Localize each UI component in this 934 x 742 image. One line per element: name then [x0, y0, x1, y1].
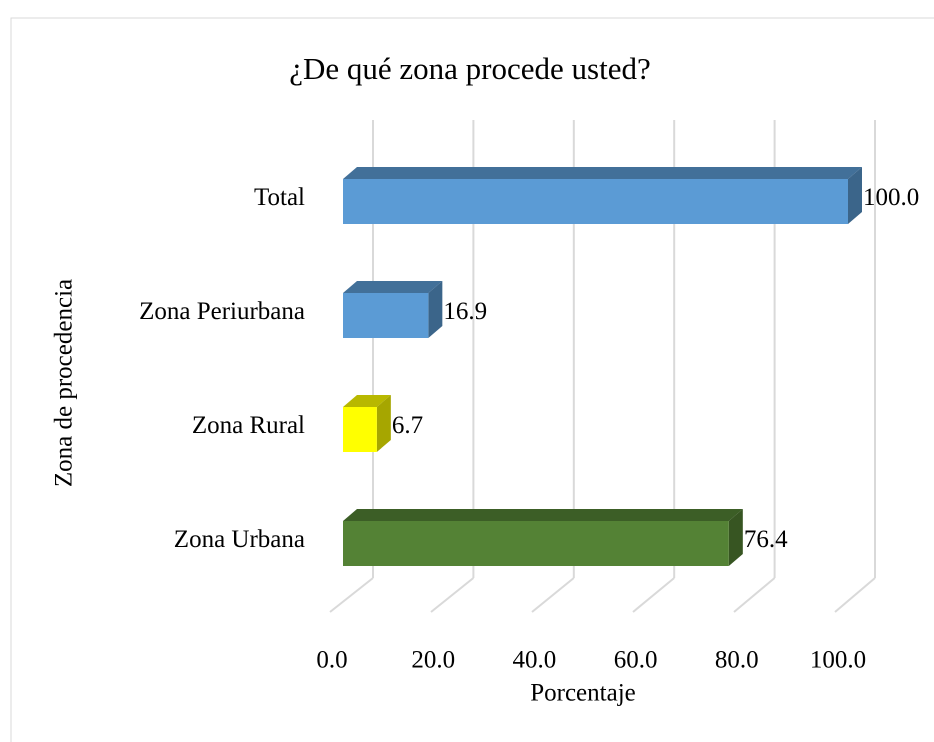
y-tick-label: Zona Periurbana — [139, 298, 305, 325]
floor-line — [430, 577, 475, 613]
floor-line — [632, 577, 675, 613]
bar-front — [343, 407, 377, 452]
x-axis-title: Porcentaje — [530, 680, 636, 707]
floor-line — [531, 577, 575, 613]
y-tick-label: Zona Urbana — [174, 526, 305, 553]
bar-top — [343, 395, 391, 407]
bar — [343, 281, 443, 338]
x-tick-label: 0.0 — [316, 647, 347, 674]
bar — [343, 509, 743, 566]
bar-side — [428, 281, 443, 338]
x-tick-label: 40.0 — [513, 647, 557, 674]
bar-front — [343, 179, 848, 224]
value-label: 76.4 — [744, 526, 788, 553]
bar — [343, 167, 862, 224]
floor-line — [834, 577, 876, 613]
bar-side — [728, 509, 743, 566]
bar-front — [343, 521, 729, 566]
floor-line — [733, 577, 776, 613]
y-tick-label: Zona Rural — [192, 412, 305, 439]
x-tick-label: 20.0 — [411, 647, 455, 674]
bar — [343, 395, 391, 452]
y-tick-label: Total — [254, 184, 305, 211]
bar-top — [343, 167, 862, 179]
bar-side — [376, 395, 391, 452]
value-label: 100.0 — [863, 184, 919, 211]
bar-side — [848, 167, 862, 224]
floor-line — [329, 577, 374, 613]
value-label: 6.7 — [392, 412, 423, 439]
bar-front — [343, 293, 429, 338]
y-axis-title: Zona de procedencia — [51, 279, 78, 487]
value-label: 16.9 — [443, 298, 487, 325]
x-tick-label: 80.0 — [715, 647, 759, 674]
x-tick-label: 60.0 — [614, 647, 658, 674]
bar-top — [343, 281, 443, 293]
bar-top — [343, 509, 743, 521]
chart-title: ¿De qué zona procede usted? — [289, 51, 650, 86]
x-tick-label: 100.0 — [810, 647, 866, 674]
